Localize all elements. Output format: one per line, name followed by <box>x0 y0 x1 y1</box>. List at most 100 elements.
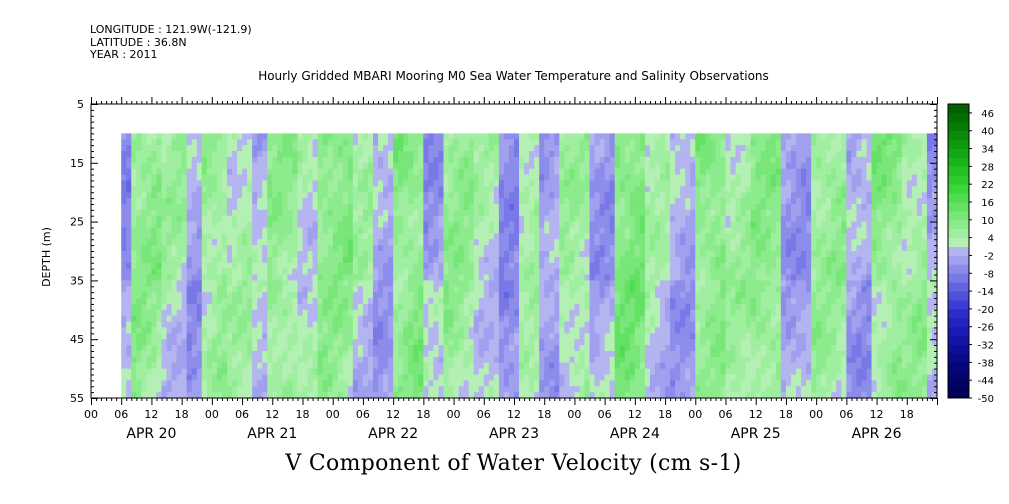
heatmap-cell <box>211 315 218 323</box>
heatmap-cell <box>423 215 429 223</box>
heatmap-cell <box>126 292 132 299</box>
heatmap-cell <box>121 268 127 276</box>
heatmap-cell <box>151 292 158 299</box>
heatmap-cell <box>463 303 470 311</box>
heatmap-cell <box>161 145 168 152</box>
heatmap-cell <box>463 162 470 170</box>
heatmap-cell <box>433 245 440 252</box>
heatmap-cell <box>413 315 419 323</box>
heatmap-cell <box>332 174 339 182</box>
heatmap-cell <box>473 245 480 252</box>
heatmap-cell <box>655 192 661 199</box>
heatmap-cell <box>604 215 611 223</box>
heatmap-cell <box>508 368 515 376</box>
heatmap-cell <box>463 174 470 182</box>
heatmap-cell <box>584 362 591 370</box>
heatmap-cell <box>468 298 475 305</box>
heatmap-cell <box>186 227 193 234</box>
heatmap-cell <box>181 227 188 234</box>
heatmap-cell <box>302 303 309 311</box>
heatmap-cell <box>614 203 621 211</box>
heatmap-cell <box>624 256 631 264</box>
heatmap-cell <box>272 251 278 258</box>
heatmap-cell <box>609 245 616 252</box>
heatmap-cell <box>529 315 535 323</box>
heatmap-cell <box>665 186 671 193</box>
heatmap-cell <box>413 262 419 270</box>
heatmap-cell <box>554 162 560 170</box>
heatmap-cell <box>191 221 198 229</box>
heatmap-cell <box>367 256 374 264</box>
heatmap-cell <box>403 162 409 170</box>
heatmap-cell <box>166 198 173 205</box>
heatmap-cell <box>418 162 424 170</box>
heatmap-cell <box>670 227 676 234</box>
heatmap-cell <box>383 251 389 258</box>
heatmap-cell <box>624 151 631 158</box>
heatmap-cell <box>619 345 626 352</box>
heatmap-cell <box>272 198 278 205</box>
heatmap-cell <box>216 380 223 387</box>
heatmap-cell <box>655 233 661 240</box>
heatmap-cell <box>327 233 334 240</box>
heatmap-cell <box>539 339 545 346</box>
heatmap-cell <box>232 356 238 364</box>
heatmap-cell <box>463 209 470 217</box>
heatmap-cell <box>398 151 404 158</box>
heatmap-cell <box>418 298 424 305</box>
heatmap-cell <box>312 209 319 217</box>
heatmap-cell <box>337 256 344 264</box>
heatmap-cell <box>297 251 304 258</box>
heatmap-cell <box>287 239 294 246</box>
heatmap-cell <box>287 356 294 364</box>
heatmap-cell <box>438 151 445 158</box>
heatmap-cell <box>498 180 505 187</box>
heatmap-cell <box>171 356 178 364</box>
heatmap-cell <box>453 227 460 234</box>
heatmap-cell <box>307 139 314 146</box>
heatmap-cell <box>569 392 576 399</box>
heatmap-cell <box>201 298 208 305</box>
heatmap-cell <box>554 203 560 211</box>
heatmap-cell <box>433 339 440 346</box>
heatmap-cell <box>514 180 520 187</box>
heatmap-cell <box>519 292 525 299</box>
heatmap-cell <box>247 333 253 340</box>
heatmap-cell <box>564 309 570 317</box>
heatmap-cell <box>322 280 329 287</box>
heatmap-cell <box>161 268 168 276</box>
heatmap-cell <box>423 145 429 152</box>
heatmap-cell <box>166 309 173 317</box>
heatmap-cell <box>579 321 586 329</box>
heatmap-cell <box>307 203 314 211</box>
heatmap-cell <box>564 180 570 187</box>
heatmap-cell <box>403 327 409 334</box>
heatmap-cell <box>131 245 137 252</box>
heatmap-cell <box>403 227 409 234</box>
heatmap-cell <box>629 292 636 299</box>
heatmap-cell <box>488 227 495 234</box>
heatmap-cell <box>574 345 581 352</box>
heatmap-cell <box>216 298 223 305</box>
heatmap-cell <box>433 139 440 146</box>
heatmap-cell <box>544 162 550 170</box>
heatmap-cell <box>448 233 455 240</box>
heatmap-cell <box>347 386 354 393</box>
heatmap-cell <box>579 227 586 234</box>
heatmap-cell <box>514 239 520 246</box>
heatmap-cell <box>639 339 646 346</box>
heatmap-cell <box>393 315 399 323</box>
heatmap-cell <box>524 233 530 240</box>
heatmap-cell <box>393 380 399 387</box>
heatmap-cell <box>453 156 460 164</box>
heatmap-cell <box>151 298 158 305</box>
heatmap-cell <box>252 368 258 376</box>
heatmap-cell <box>367 368 374 376</box>
heatmap-cell <box>483 303 490 311</box>
heatmap-cell <box>493 274 500 281</box>
heatmap-cell <box>287 292 294 299</box>
heatmap-cell <box>352 286 359 293</box>
heatmap-cell <box>327 327 334 334</box>
heatmap-cell <box>564 162 570 170</box>
heatmap-cell <box>614 368 621 376</box>
